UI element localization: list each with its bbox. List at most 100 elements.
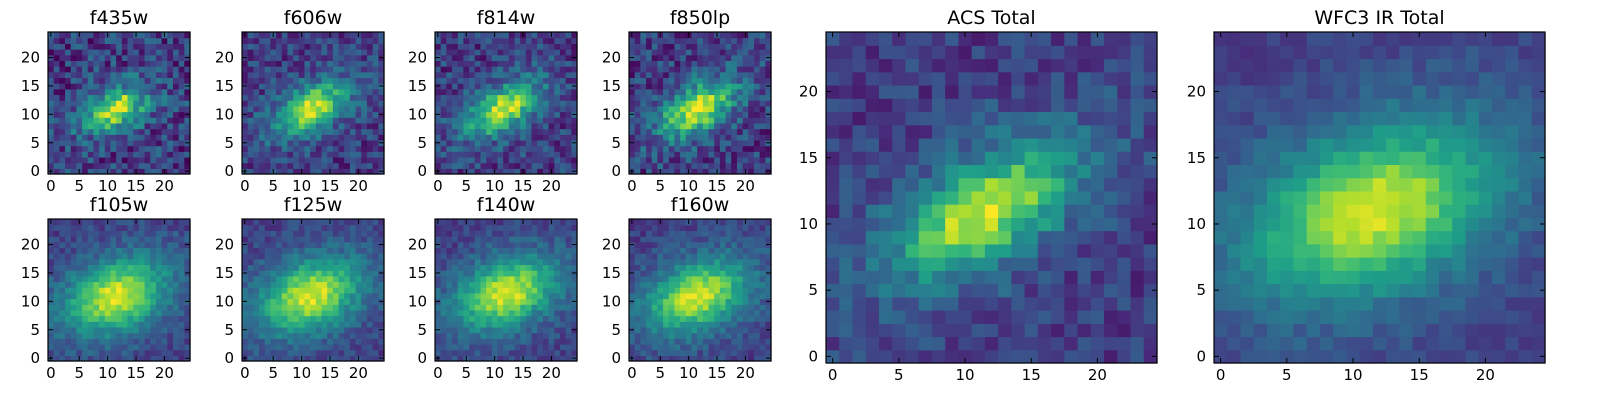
heatmap-cell — [121, 128, 129, 135]
heatmap-cell — [646, 71, 653, 79]
heatmap-cell — [474, 128, 482, 135]
heatmap-cell — [736, 281, 744, 288]
heatmap-cell — [344, 145, 351, 152]
heatmap-cell — [435, 134, 442, 141]
heatmap-cell — [480, 219, 487, 226]
heatmap-cell — [759, 332, 766, 339]
heatmap-cell — [276, 321, 283, 328]
heatmap-cell — [474, 156, 482, 164]
heatmap-cell — [663, 128, 670, 135]
heatmap-cell — [349, 111, 357, 118]
heatmap-cell — [315, 168, 323, 175]
heatmap-cell — [178, 247, 185, 254]
heatmap-cell — [315, 139, 323, 147]
heatmap-cell — [53, 349, 60, 356]
heatmap-cell — [508, 304, 516, 311]
heatmap-cell — [554, 219, 561, 226]
heatmap-cell — [725, 49, 732, 56]
heatmap-cell — [725, 77, 732, 84]
heatmap-cell — [247, 71, 254, 79]
heatmap-cell — [663, 343, 670, 351]
heatmap-cell — [172, 151, 180, 158]
heatmap-cell — [640, 54, 647, 61]
heatmap-cell — [457, 37, 464, 44]
heatmap-cell — [759, 117, 766, 124]
heatmap-cell — [719, 105, 727, 113]
heatmap-cell — [76, 139, 83, 147]
heatmap-cell — [242, 100, 249, 107]
heatmap-cell — [542, 275, 550, 283]
heatmap-cell — [338, 49, 345, 56]
heatmap-cell — [121, 292, 129, 300]
heatmap-cell — [446, 326, 453, 334]
heatmap-cell — [736, 83, 744, 90]
heatmap-cell — [372, 37, 379, 44]
heatmap-cell — [332, 71, 340, 79]
heatmap-cell — [264, 60, 271, 67]
heatmap-cell — [559, 49, 567, 56]
heatmap-cell — [725, 83, 732, 90]
heatmap-cell — [646, 349, 653, 356]
heatmap-cell — [361, 270, 368, 277]
heatmap-cell — [287, 298, 294, 305]
heatmap-cell — [537, 270, 544, 277]
heatmap-cell — [520, 247, 527, 254]
heatmap-cell — [138, 219, 146, 226]
heatmap-cell — [127, 111, 134, 118]
heatmap-cell — [748, 281, 755, 288]
x-tick-label: 0 — [240, 177, 250, 195]
heatmap-cell — [663, 304, 670, 311]
heatmap-cell — [332, 275, 340, 283]
heatmap-cell — [332, 43, 340, 50]
heatmap-cell — [753, 304, 761, 311]
heatmap-cell — [247, 156, 254, 164]
heatmap-cell — [298, 315, 306, 322]
heatmap-cell — [155, 315, 163, 322]
heatmap-cell — [725, 304, 732, 311]
heatmap-cell — [178, 264, 185, 271]
heatmap-cell — [565, 43, 572, 50]
heatmap-cell — [287, 151, 294, 158]
heatmap-cell — [161, 43, 168, 50]
y-tick-label: 15 — [602, 77, 621, 95]
heatmap-cell — [242, 162, 249, 169]
heatmap-cell — [293, 88, 300, 96]
heatmap-cell — [53, 32, 60, 39]
heatmap-cell — [150, 264, 157, 271]
heatmap-cell — [150, 83, 157, 90]
heatmap-cell — [53, 326, 60, 334]
heatmap-cell — [537, 145, 544, 152]
heatmap-cell — [53, 94, 60, 101]
heatmap-cell — [497, 332, 504, 339]
heatmap-cell — [150, 338, 157, 345]
heatmap-cell — [270, 49, 277, 56]
heatmap-cell — [321, 304, 328, 311]
heatmap-cell — [293, 292, 300, 300]
heatmap-cell — [697, 275, 704, 283]
heatmap-cell — [161, 270, 168, 277]
heatmap-cell — [287, 355, 294, 362]
heatmap-cell — [559, 264, 567, 271]
heatmap-cell — [121, 247, 129, 254]
heatmap-cell — [121, 117, 129, 124]
heatmap-cell — [697, 151, 704, 158]
heatmap-cell — [731, 105, 738, 113]
heatmap-cell — [76, 304, 83, 311]
heatmap-cell — [708, 105, 715, 113]
heatmap-cell — [93, 94, 100, 101]
heatmap-cell — [748, 60, 755, 67]
heatmap-cell — [127, 83, 134, 90]
heatmap-cell — [372, 77, 379, 84]
heatmap-cell — [361, 230, 368, 237]
heatmap-cell — [719, 88, 727, 96]
heatmap-cell — [321, 275, 328, 283]
x-tick-label: 0 — [433, 364, 443, 382]
heatmap-cell — [697, 321, 704, 328]
heatmap-cell — [503, 230, 510, 237]
heatmap-cell — [702, 292, 710, 300]
heatmap-cell — [554, 343, 561, 351]
heatmap-cell — [708, 162, 715, 169]
heatmap-cell — [310, 332, 317, 339]
heatmap-cell — [355, 111, 362, 118]
heatmap-cell — [53, 241, 60, 248]
